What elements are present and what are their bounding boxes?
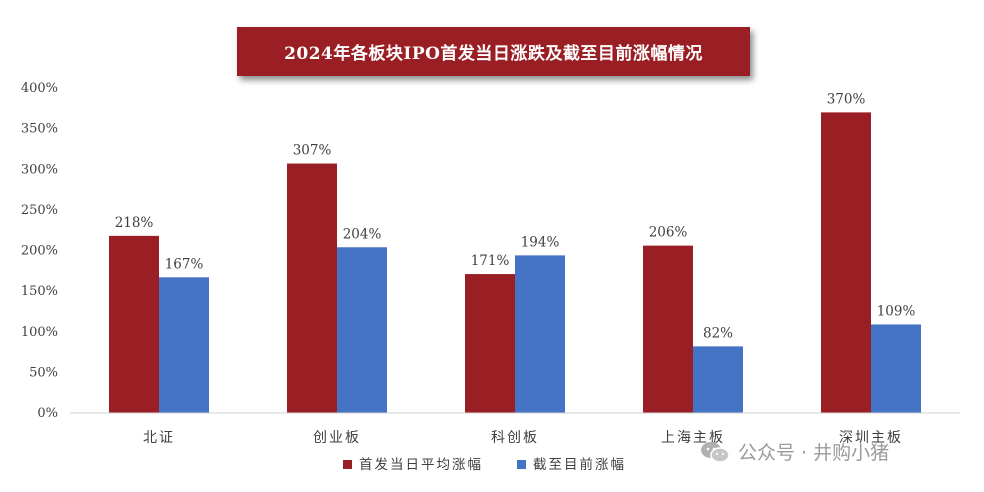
x-tick-label: 上海主板 xyxy=(661,430,725,446)
data-label: 307% xyxy=(293,143,332,159)
y-tick-label: 50% xyxy=(29,365,58,380)
bar-first-day xyxy=(643,245,693,413)
y-tick-label: 300% xyxy=(21,162,58,177)
data-label: 167% xyxy=(165,256,204,272)
y-tick-label: 150% xyxy=(21,284,58,299)
chart-title: 2024年各板块IPO首发当日涨跌及截至目前涨幅情况 xyxy=(284,44,703,64)
wechat-icon xyxy=(701,441,730,463)
y-tick-label: 400% xyxy=(21,81,58,96)
legend-swatch xyxy=(517,460,526,469)
y-axis: 0% 50% 100% 150% 200% 250% 300% 350% 400% xyxy=(21,81,58,421)
x-tick-label: 创业板 xyxy=(313,430,361,446)
bar-first-day xyxy=(287,163,337,413)
x-tick-label: 科创板 xyxy=(491,430,539,446)
bar-to-date xyxy=(515,255,565,413)
y-tick-label: 100% xyxy=(21,325,58,340)
bar-to-date xyxy=(337,247,387,413)
legend: 首发当日平均涨幅 截至目前涨幅 xyxy=(343,456,626,473)
y-tick-label: 0% xyxy=(37,406,58,421)
data-label: 109% xyxy=(877,303,916,319)
data-label: 370% xyxy=(827,91,866,107)
watermark: 公众号 · 井购小猪 xyxy=(700,438,889,465)
x-tick-label: 北证 xyxy=(143,430,175,446)
bar-to-date xyxy=(693,346,743,413)
bars-group: 218% 167% 307% 204% 171% 194% 206% 82% 370% 109% xyxy=(109,91,921,413)
legend-label: 截至目前涨幅 xyxy=(533,456,626,473)
legend-label: 首发当日平均涨幅 xyxy=(359,457,483,473)
chart-title-box: 2024年各板块IPO首发当日涨跌及截至目前涨幅情况 xyxy=(237,27,750,76)
data-label: 171% xyxy=(471,253,510,269)
data-label: 204% xyxy=(343,226,382,242)
data-label: 82% xyxy=(703,325,733,341)
data-label: 206% xyxy=(649,225,688,241)
y-tick-label: 350% xyxy=(21,122,58,137)
bar-to-date xyxy=(159,277,209,413)
x-axis: 北证 创业板 科创板 上海主板 深圳主板 xyxy=(70,412,960,446)
y-tick-label: 250% xyxy=(21,203,58,218)
legend-swatch xyxy=(343,460,352,469)
y-tick-label: 200% xyxy=(21,244,58,259)
bar-first-day xyxy=(465,274,515,413)
data-label: 218% xyxy=(115,215,154,231)
bar-first-day xyxy=(109,235,159,413)
watermark-text: 公众号 · 井购小猪 xyxy=(738,442,890,464)
bar-to-date xyxy=(871,324,921,413)
x-tick-label: 深圳主板 xyxy=(839,430,903,446)
bar-first-day xyxy=(821,112,871,413)
data-label: 194% xyxy=(521,234,560,250)
